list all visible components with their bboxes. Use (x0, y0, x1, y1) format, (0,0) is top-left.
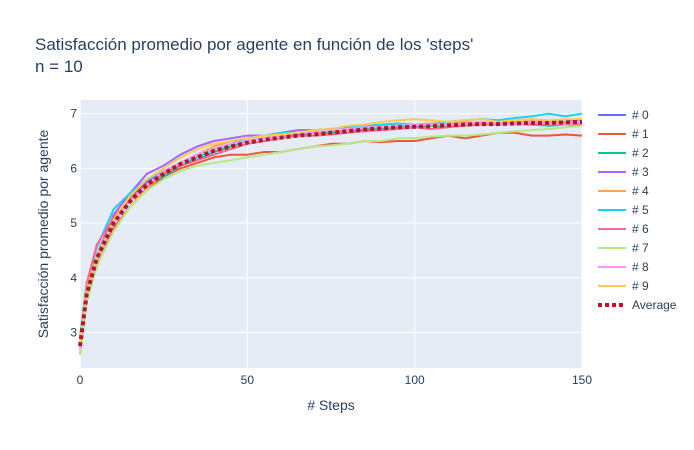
legend-label: # 5 (632, 203, 649, 217)
legend-label: # 1 (632, 127, 649, 141)
legend-label: # 8 (632, 260, 649, 274)
chart-subtitle: n = 10 (35, 57, 83, 76)
x-axis-title: # Steps (307, 397, 354, 413)
x-tick-label: 100 (405, 373, 425, 387)
y-tick-label: 4 (70, 271, 77, 285)
legend-label: # 7 (632, 241, 649, 255)
legend-label: # 9 (632, 279, 649, 293)
y-tick-label: 3 (70, 325, 77, 339)
legend-label: # 2 (632, 146, 649, 160)
chart-title: Satisfacción promedio por agente en func… (35, 35, 473, 54)
y-tick-label: 7 (70, 107, 77, 121)
legend-label: # 4 (632, 184, 649, 198)
legend: # 0 # 1 # 2 # 3 # 4 # 5 # 6 # 7 # 8 # 9 Average (598, 108, 677, 312)
y-tick-label: 6 (70, 161, 77, 175)
series-line (79, 124, 583, 355)
y-tick-label: 5 (70, 216, 77, 230)
legend-label: # 3 (632, 165, 649, 179)
plot-area (80, 100, 582, 368)
series-lines (78, 112, 583, 355)
legend-label: Average (632, 298, 677, 312)
grid (79, 100, 583, 368)
x-tick-label: 150 (572, 373, 592, 387)
series-line (79, 118, 582, 344)
tick-labels: 0 50 100 150 3 4 5 6 7 (70, 107, 592, 387)
legend-label: # 6 (632, 222, 649, 236)
legend-label: # 0 (632, 108, 649, 122)
x-tick-label: 50 (241, 373, 255, 387)
series-line (78, 119, 583, 347)
y-axis-title: Satisfacción promedio por agente (35, 130, 51, 339)
x-tick-label: 0 (77, 373, 84, 387)
